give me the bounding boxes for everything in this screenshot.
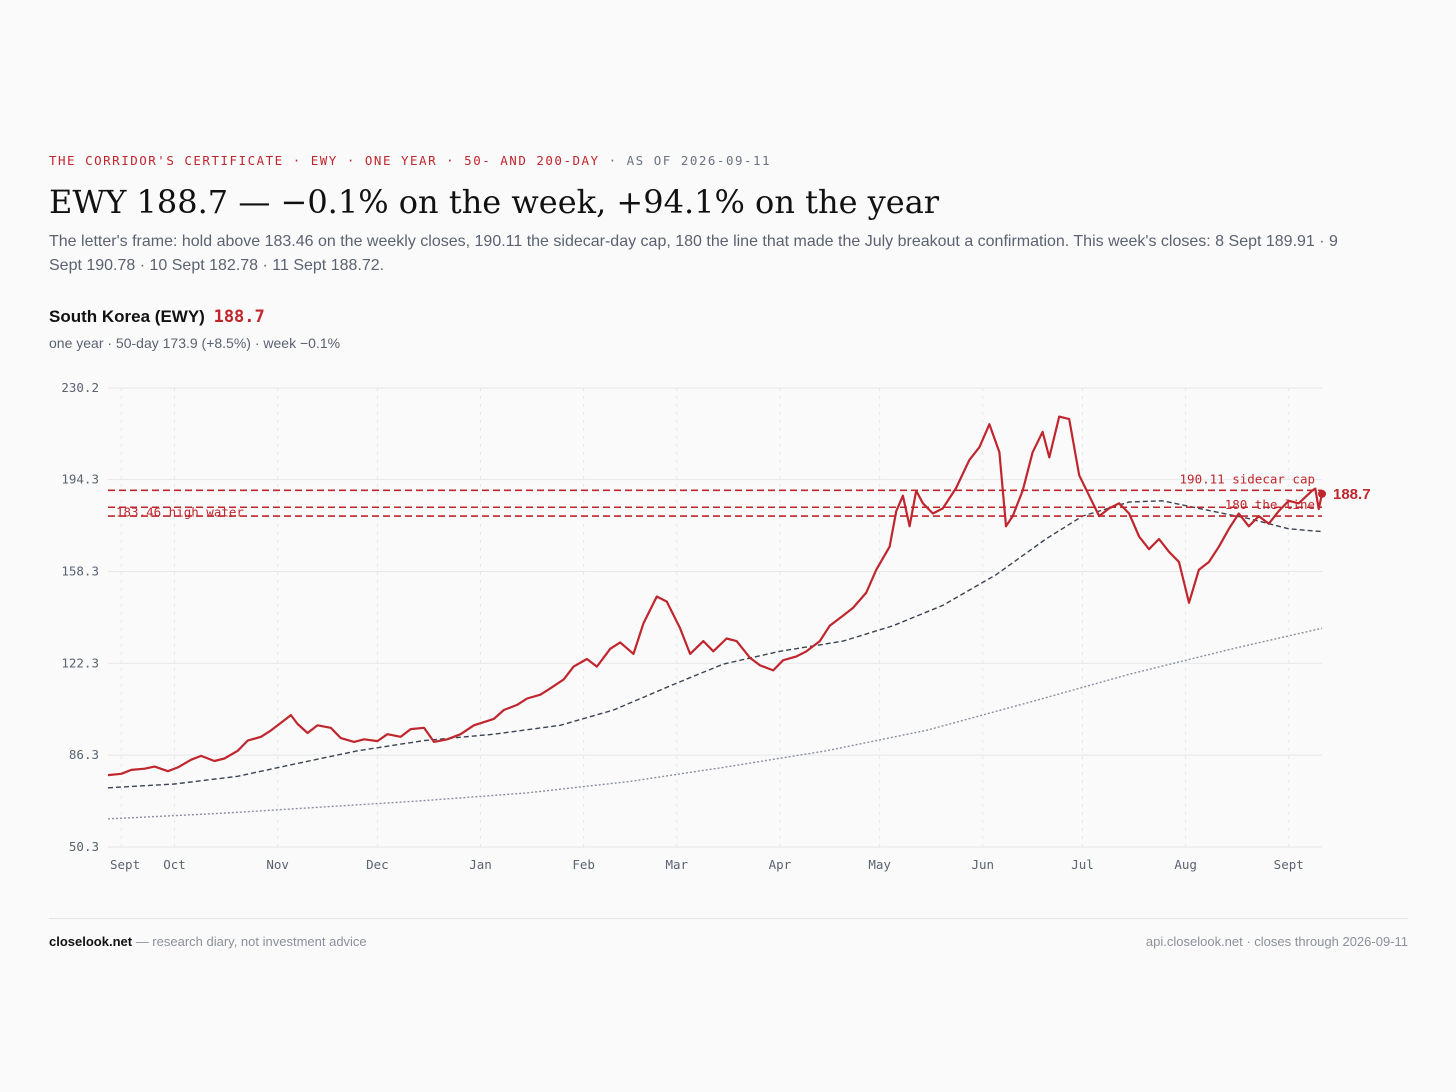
x-tick-label: May — [868, 857, 891, 872]
footer-brand-link[interactable]: closelook.net — [49, 934, 133, 949]
ma50-line — [107, 500, 1323, 789]
y-tick-label: 86.3 — [69, 747, 99, 762]
reference-line-label: 190.11 sidecar cap — [1180, 471, 1315, 486]
y-tick-label: 50.3 — [69, 839, 99, 854]
y-tick-label: 194.3 — [61, 472, 99, 487]
x-tick-label: Sept — [1274, 857, 1304, 872]
last-price-dot — [1318, 489, 1326, 498]
kicker-asof: · AS OF 2026-09-11 — [608, 153, 772, 168]
footer-source: api.closelook.net · closes through 2026-… — [1145, 934, 1408, 949]
footer-credit: closelook.net — research diary, not inve… — [49, 934, 367, 949]
x-tick-label: Jun — [971, 857, 994, 872]
price-line — [107, 415, 1324, 777]
x-tick-label: Jul — [1071, 857, 1094, 872]
kicker-main: THE CORRIDOR'S CERTIFICATE · EWY · ONE Y… — [49, 153, 600, 168]
reference-line-label: 183.46 high water — [116, 504, 244, 519]
deck-paragraph: The letter's frame: hold above 183.46 on… — [49, 233, 1338, 274]
footer-divider — [49, 918, 1408, 919]
series-last-value: 188.7 — [213, 307, 265, 327]
last-price-label: 188.7 — [1333, 486, 1371, 503]
footer-tagline: — research diary, not investment advice — [132, 934, 367, 949]
y-tick-label: 158.3 — [61, 563, 99, 578]
x-tick-label: Oct — [163, 857, 186, 872]
x-tick-label: Feb — [572, 857, 595, 872]
x-tick-label: Sept — [110, 857, 140, 872]
kicker: THE CORRIDOR'S CERTIFICATE · EWY · ONE Y… — [49, 153, 771, 168]
x-tick-label: Jan — [469, 857, 492, 872]
x-tick-label: Aug — [1174, 857, 1197, 872]
series-title: South Korea (EWY) 188.7 — [49, 307, 265, 327]
y-tick-label: 230.2 — [61, 380, 99, 395]
x-tick-label: Mar — [665, 857, 688, 872]
x-tick-label: Dec — [366, 857, 389, 872]
headline: EWY 188.7 — −0.1% on the week, +94.1% on… — [49, 183, 940, 221]
series-subtitle: one year · 50-day 173.9 (+8.5%) · week −… — [49, 335, 341, 351]
y-tick-label: 122.3 — [61, 655, 99, 670]
series-name: South Korea (EWY) — [49, 307, 205, 326]
ma200-line — [107, 627, 1323, 820]
x-tick-label: Apr — [769, 857, 792, 872]
x-tick-label: Nov — [266, 857, 289, 872]
